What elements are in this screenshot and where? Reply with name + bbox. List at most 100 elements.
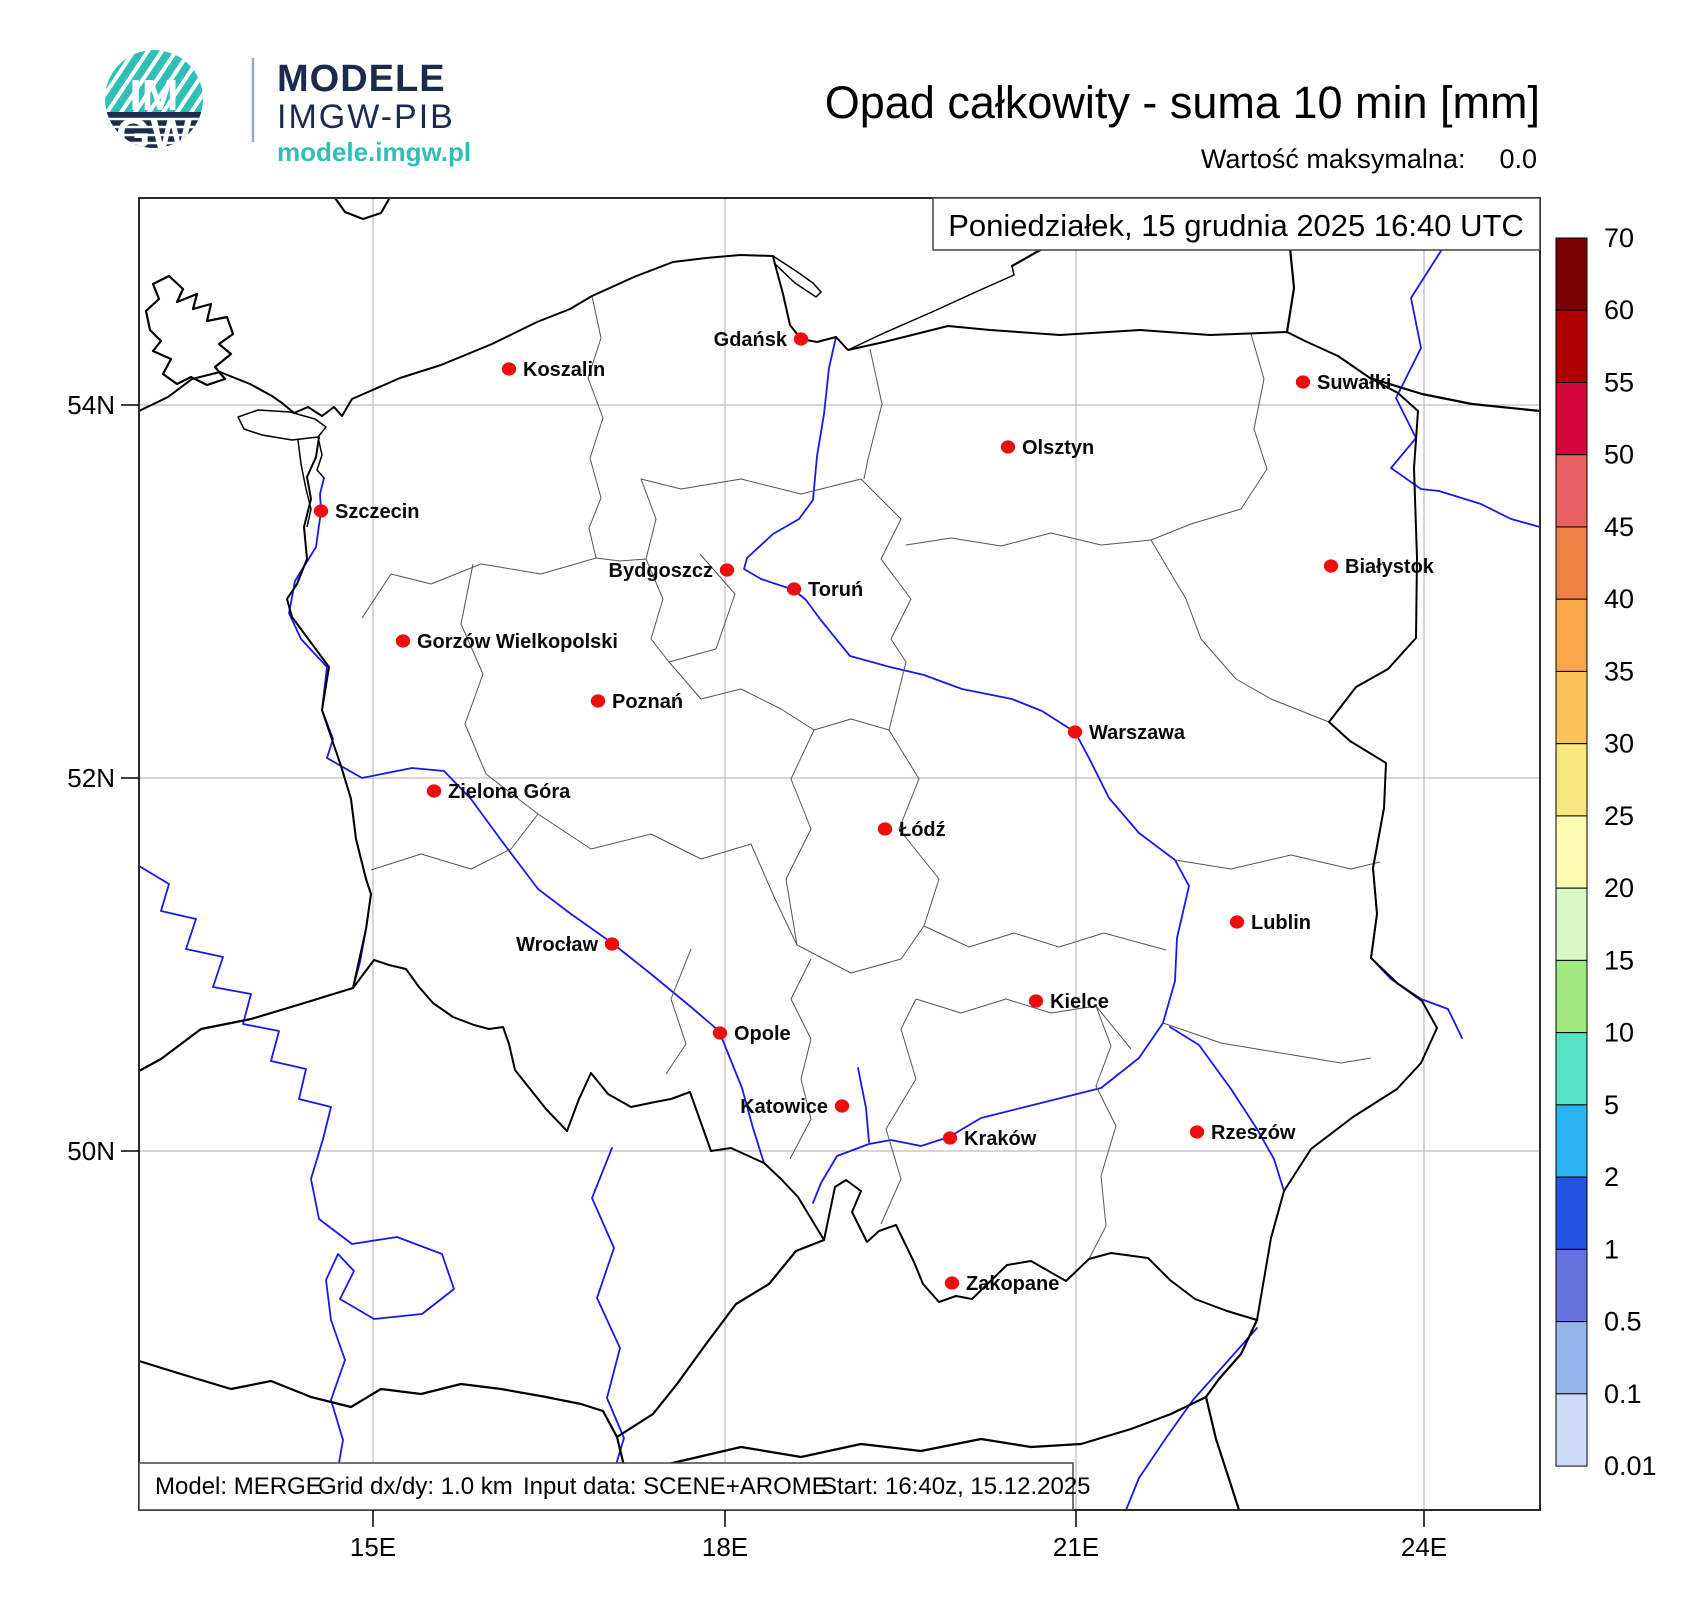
max-value-line: Wartość maksymalna: 0.0 [1201,144,1537,174]
city-dot [793,332,809,346]
city-label: Zielona Góra [448,781,571,803]
max-value-number: 0.0 [1499,144,1537,174]
colorbar-cell [1555,454,1588,528]
brand-url-link[interactable]: modele.imgw.pl [277,137,471,167]
colorbar-tick-label: 20 [1604,873,1634,903]
colorbar-tick-label: 10 [1604,1018,1634,1048]
slovakia-hungary-border [624,1395,1208,1476]
city-marker-group: Olsztyn [1000,437,1094,459]
ruegen-coast [144,274,235,387]
y-axis-tick-label: 52N [67,763,115,793]
city-marker-group: Warszawa [1067,722,1186,744]
colorbar-cell [1555,526,1588,600]
model-info-bar: Model: MERGEGrid dx/dy: 1.0 km Input data… [138,1462,1091,1511]
colorbar-tick-label: 45 [1604,512,1634,542]
city-marker-group: Koszalin [501,359,605,381]
city-label: Wrocław [516,934,598,956]
colorbar-cell [1555,670,1588,745]
city-dot [395,634,411,648]
datetime-box: Poniedziałek, 15 grudnia 2025 16:40 UTC [932,197,1541,251]
city-marker-group: Wrocław [516,934,620,956]
city-dot [1323,559,1339,573]
info-model: Model: MERGE [155,1473,322,1500]
city-label: Bydgoszcz [609,560,713,582]
city-dot [1229,915,1245,929]
city-dot [1000,440,1016,454]
colorbar-cell [1555,1032,1588,1106]
city-marker-group: Białystok [1323,556,1435,578]
city-label: Opole [734,1023,791,1045]
city-dot [426,784,442,798]
colorbar-cell [1555,1393,1588,1467]
city-marker-group: Rzeszów [1189,1122,1296,1144]
colorbar-cell [1555,598,1588,672]
slovakia-ukraine-border [1204,1318,1259,1512]
page-title: Opad całkowity - suma 10 min [mm] [825,77,1540,128]
info-grid: Grid dx/dy: 1.0 km [318,1473,513,1500]
model-info-text: Model: MERGEGrid dx/dy: 1.0 km Input data… [155,1473,1091,1500]
city-dot [604,937,620,951]
city-label: Zakopane [966,1273,1059,1295]
city-label: Gorzów Wielkopolski [417,631,618,653]
y-axis-tick-label: 54N [67,390,115,420]
vistula-spit [847,265,1015,351]
city-dot [1067,725,1083,739]
datetime-label: Poniedziałek, 15 grudnia 2025 16:40 UTC [948,208,1524,243]
y-axis-tick-label: 50N [67,1136,115,1166]
city-marker-group: Kielce [1028,991,1109,1013]
bornholm-coast [333,196,391,221]
city-marker-group: Katowice [740,1096,850,1118]
colorbar-cell [1555,1104,1588,1178]
city-marker-group: Poznań [590,691,683,713]
logo-text-im: IM [130,71,179,120]
colorbar-cell [1555,959,1588,1034]
city-dot [1028,994,1044,1008]
city-marker-group: Kraków [942,1128,1037,1150]
colorbar-tick-label: 35 [1604,656,1634,686]
colorbar-tick-label: 0.5 [1604,1307,1642,1337]
logo-text-gw: GW [116,110,192,159]
info-input: Input data: SCENE+AROME [523,1473,828,1500]
colorbar-cell [1555,1321,1588,1395]
river-neman [1390,197,1541,528]
colorbar-cell [1555,309,1588,383]
city-marker-group: Zielona Góra [426,781,571,803]
city-marker-group: Opole [712,1023,791,1045]
river-odra [288,477,765,1164]
city-label: Koszalin [523,359,605,381]
city-label: Gdańsk [714,329,788,351]
city-label: Szczecin [335,501,419,523]
city-dot [786,582,802,596]
colorbar-cell [1555,381,1588,456]
city-label: Poznań [612,691,683,713]
rivers [138,197,1541,1511]
city-dot [942,1131,958,1145]
germany-czechia-border [137,986,355,1073]
river-vistula [743,336,1190,1204]
city-dot [834,1099,850,1113]
city-marker-group: Zakopane [944,1273,1059,1295]
colorbar-tick-label: 15 [1604,945,1634,975]
oder-west-bank [297,439,312,528]
city-dot [712,1026,728,1040]
city-marker-group: Gdańsk [714,329,809,351]
city-label: Warszawa [1089,722,1186,744]
colorbar-tick-label: 0.01 [1604,1451,1657,1481]
city-label: Suwałki [1317,372,1391,394]
city-label: Rzeszów [1211,1122,1296,1144]
colorbar-tick-label: 5 [1604,1090,1619,1120]
city-label: Łódź [899,819,946,841]
city-dot [313,504,329,518]
city-dot [719,563,735,577]
river-tisza [1125,1327,1258,1511]
axis-layer: 15E 18E 21E 24E 54N 52N 50N [67,390,1447,1562]
map-frame [138,197,1541,1511]
city-dot [944,1276,960,1290]
city-dot [1295,375,1311,389]
city-label: Kielce [1050,991,1109,1013]
graticule-layer [139,198,1540,1510]
max-value-label: Wartość maksymalna: [1201,144,1466,174]
colorbar-cell [1555,743,1588,817]
coastal-details [237,255,1015,528]
river-san [1169,1026,1285,1192]
